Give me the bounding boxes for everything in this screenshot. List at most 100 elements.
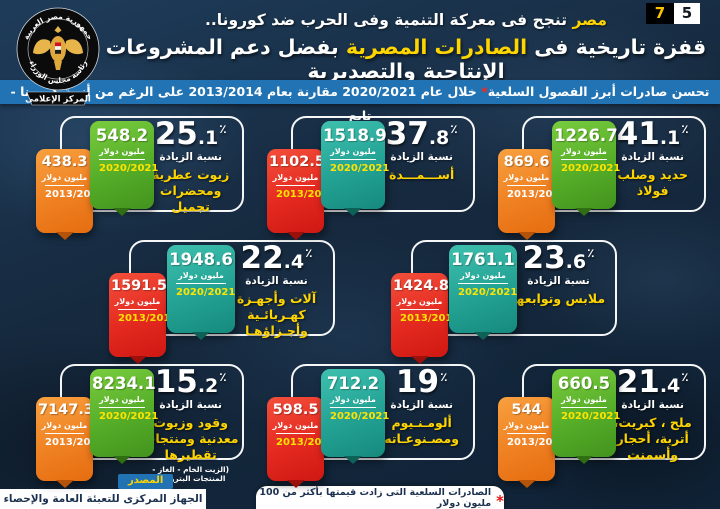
value-unit: مليون دولار [272, 420, 319, 430]
year-new: 2020/2021 [561, 159, 620, 174]
card-stat: 15.2٪ نسبة الزيادة وقود وزيوت معدنية ومن… [141, 364, 240, 484]
value-ribbon-2013-2014: 869.6 مليون دولار 2013/2014 [498, 149, 566, 233]
page-number-white: 5 [674, 3, 700, 24]
year-new: 2020/2021 [458, 283, 517, 298]
increase-percent: 41.1٪ [603, 116, 702, 152]
stat-card-fuel-mineral-oils: 15.2٪ نسبة الزيادة وقود وزيوت معدنية ومن… [34, 364, 244, 483]
value-unit: مليون دولار [330, 395, 376, 405]
increase-percent: 21.4٪ [603, 366, 702, 399]
increase-label: نسبة الزيادة [245, 274, 308, 287]
value-unit: مليون دولار [114, 296, 161, 306]
percent-sign: ٪ [681, 122, 689, 136]
value-ribbon-2020-2021: 1948.6 مليون دولار 2020/2021 [167, 245, 235, 333]
value-ribbon-2013-2014: 438.3 مليون دولار 2013/2014 [36, 149, 104, 233]
logo-inner-ring [27, 18, 89, 80]
value-unit: مليون دولار [99, 395, 145, 405]
increase-label: نسبة الزيادة [527, 274, 590, 287]
government-logo: جمهورية مصر العربية رئاسة مجلس الوزراء ا… [14, 5, 102, 115]
year-old: 2013/2014 [507, 184, 566, 200]
header-title-line1: مصر تنجح فى معركة التنمية وفى الحرب ضد ك… [98, 11, 714, 29]
subtitle-asterisk: * [481, 84, 488, 99]
header-titles: مصر تنجح فى معركة التنمية وفى الحرب ضد ك… [98, 11, 714, 83]
category-label: زيوت عطرية ومحضرات تجميل [151, 166, 230, 214]
value-old: 544 [511, 402, 542, 418]
source-text: الجهاز المركزى للتعبئة العامة والإحصاء [0, 489, 206, 509]
increase-label: نسبة الزيادة [390, 150, 453, 163]
value-unit: مليون دولار [330, 147, 376, 157]
value-unit: مليون دولار [396, 296, 443, 306]
stat-card-clothes: 23.6٪ نسبة الزيادة ملابس وتوابعها 1761.1… [385, 240, 617, 357]
percent-frac: .1 [197, 127, 219, 149]
card-stat: 23.6٪ نسبة الزيادة ملابس وتوابعها [504, 242, 613, 307]
category-label: حديد وصلب فولاذ [617, 166, 688, 198]
value-old: 869.6 [503, 154, 550, 170]
value-old: 438.3 [41, 154, 88, 170]
year-new: 2020/2021 [330, 407, 389, 422]
percent-main: 19 [395, 364, 440, 400]
year-old: 2013/2014 [45, 432, 104, 448]
footnote-asterisk: * [496, 491, 504, 509]
percent-sign: ٪ [440, 370, 448, 384]
stats-row-2: 23.6٪ نسبة الزيادة ملابس وتوابعها 1761.1… [0, 240, 720, 357]
increase-percent: 22.4٪ [222, 242, 331, 275]
value-unit: مليون دولار [503, 172, 550, 182]
value-ribbon-2013-2014: 1424.8 مليون دولار 2013/2014 [391, 273, 459, 357]
category-label: أســـمـــدة [389, 166, 455, 182]
card-stat: 19٪ نسبة الزيادة ألومـنـيوم ومصـنوعـاته [372, 364, 471, 447]
value-ribbon-2020-2021: 712.2 مليون دولار 2020/2021 [321, 369, 389, 457]
category-label: آلات وأجهـزة كهـربائـية وأجـزاؤهـا [236, 290, 317, 338]
value-unit: مليون دولار [41, 172, 88, 182]
stat-card-aluminum: 19٪ نسبة الزيادة ألومـنـيوم ومصـنوعـاته … [265, 364, 475, 481]
title2-highlight: الصادرات المصرية [345, 35, 528, 59]
year-new: 2020/2021 [561, 407, 620, 422]
value-ribbon-2020-2021: 660.5 مليون دولار 2020/2021 [552, 369, 620, 457]
percent-sign: ٪ [305, 246, 313, 260]
increase-label: نسبة الزيادة [621, 150, 684, 163]
card-stat: 37.8٪ نسبة الزيادة أســـمـــدة [372, 118, 471, 183]
value-new: 8234.1 [92, 374, 156, 393]
increase-label: نسبة الزيادة [159, 150, 222, 163]
percent-frac: .8 [428, 127, 450, 149]
increase-label: نسبة الزيادة [159, 398, 222, 411]
page-number-black: 7 [646, 3, 674, 24]
percent-sign: ٪ [681, 370, 689, 384]
value-unit: مليون دولار [561, 395, 607, 405]
subtitle-bar: تحسن صادرات أبرز الفصول السلعية* خلال عا… [0, 80, 720, 123]
title2-post: بفضل دعم المشروعات الإنتاجية والتصديرية [105, 35, 505, 83]
value-new: 1948.6 [169, 250, 233, 269]
value-old: 7147.3 [38, 402, 94, 418]
increase-percent: 19٪ [372, 364, 471, 400]
logo-banner-text: المركز الإعلامى [25, 95, 91, 105]
logo-emblem: جمهورية مصر العربية رئاسة مجلس الوزراء ا… [16, 7, 100, 106]
stat-card-aromatic-oils: 25.1٪ نسبة الزيادة زيوت عطرية ومحضرات تج… [34, 116, 244, 233]
year-new: 2020/2021 [330, 159, 389, 174]
value-old: 598.5 [272, 402, 319, 418]
year-old: 2013/2014 [276, 184, 335, 200]
value-unit: مليون دولار [503, 420, 550, 430]
header-title-line2: قفزة تاريخية فى الصادرات المصرية بفضل دع… [98, 35, 714, 83]
title1-highlight: مصر [572, 11, 607, 29]
increase-percent: 23.6٪ [504, 242, 613, 275]
value-ribbon-2020-2021: 1226.7 مليون دولار 2020/2021 [552, 121, 620, 209]
percent-sign: ٪ [587, 246, 595, 260]
increase-percent: 37.8٪ [372, 118, 471, 151]
percent-main: 41 [616, 116, 660, 152]
percent-main: 15 [154, 364, 198, 400]
card-stat: 41.1٪ نسبة الزيادة حديد وصلب فولاذ [603, 116, 702, 199]
value-new: 548.2 [95, 126, 149, 145]
value-new: 712.2 [326, 374, 380, 393]
value-unit: مليون دولار [41, 420, 88, 430]
value-unit: مليون دولار [272, 172, 319, 182]
stats-row-3: 21.4٪ نسبة الزيادة ملح ، كبريت، أتربة، أ… [0, 364, 720, 483]
year-old: 2013/2014 [45, 184, 104, 200]
value-new: 1518.9 [323, 126, 387, 145]
value-ribbon-2020-2021: 548.2 مليون دولار 2020/2021 [90, 121, 158, 209]
logo-banner-ribbon [26, 91, 90, 106]
increase-percent: 25.1٪ [141, 118, 240, 151]
stat-card-electrical-machines: 22.4٪ نسبة الزيادة آلات وأجهـزة كهـربائـ… [103, 240, 335, 357]
value-unit: مليون دولار [561, 147, 607, 157]
category-label: ملابس وتوابعها [511, 290, 606, 306]
value-unit: مليون دولار [99, 147, 145, 157]
value-old: 1102.5 [269, 154, 325, 170]
